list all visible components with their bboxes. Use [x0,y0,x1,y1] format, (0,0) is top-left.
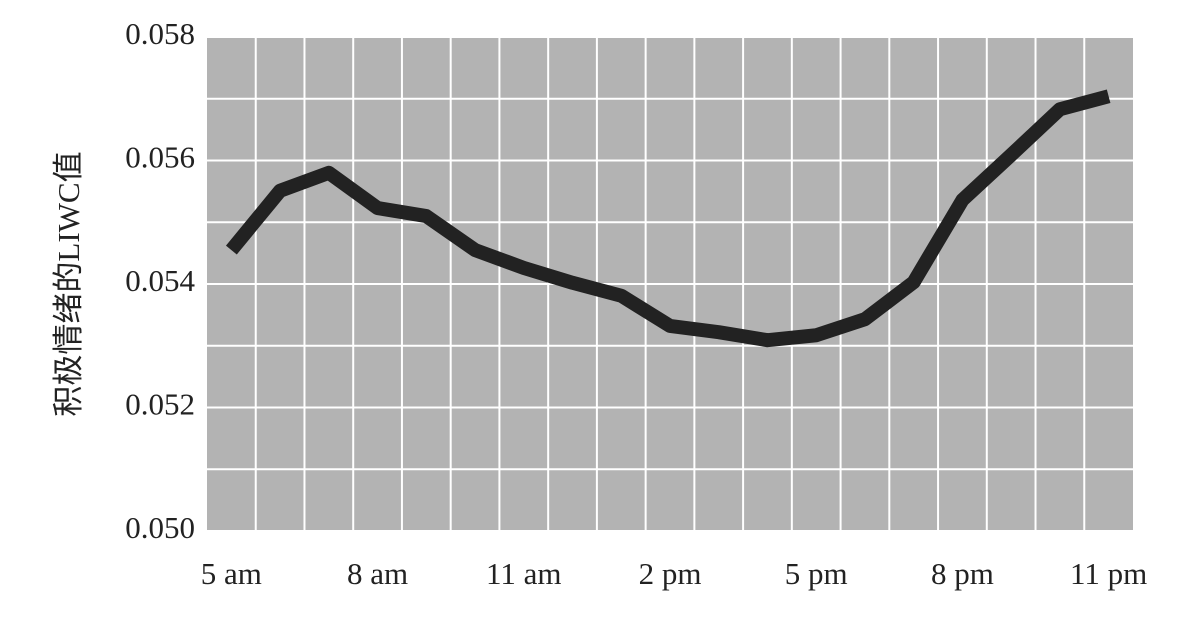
x-tick-label: 5 pm [785,556,848,591]
x-tick-label: 2 pm [639,556,702,591]
y-tick-label: 0.052 [125,387,195,422]
y-tick-label: 0.058 [125,16,195,51]
x-tick-label: 8 pm [931,556,994,591]
data-line [225,89,1111,348]
x-tick-label: 11 am [486,556,561,591]
y-axis-label: 积极情绪的LIWC值 [51,151,86,416]
x-tick-label: 11 pm [1070,556,1147,591]
y-tick-label: 0.056 [125,140,195,175]
y-tick-label: 0.054 [125,263,195,298]
y-tick-label: 0.050 [125,510,195,545]
x-tick-label: 5 am [201,556,262,591]
x-tick-label: 8 am [347,556,408,591]
